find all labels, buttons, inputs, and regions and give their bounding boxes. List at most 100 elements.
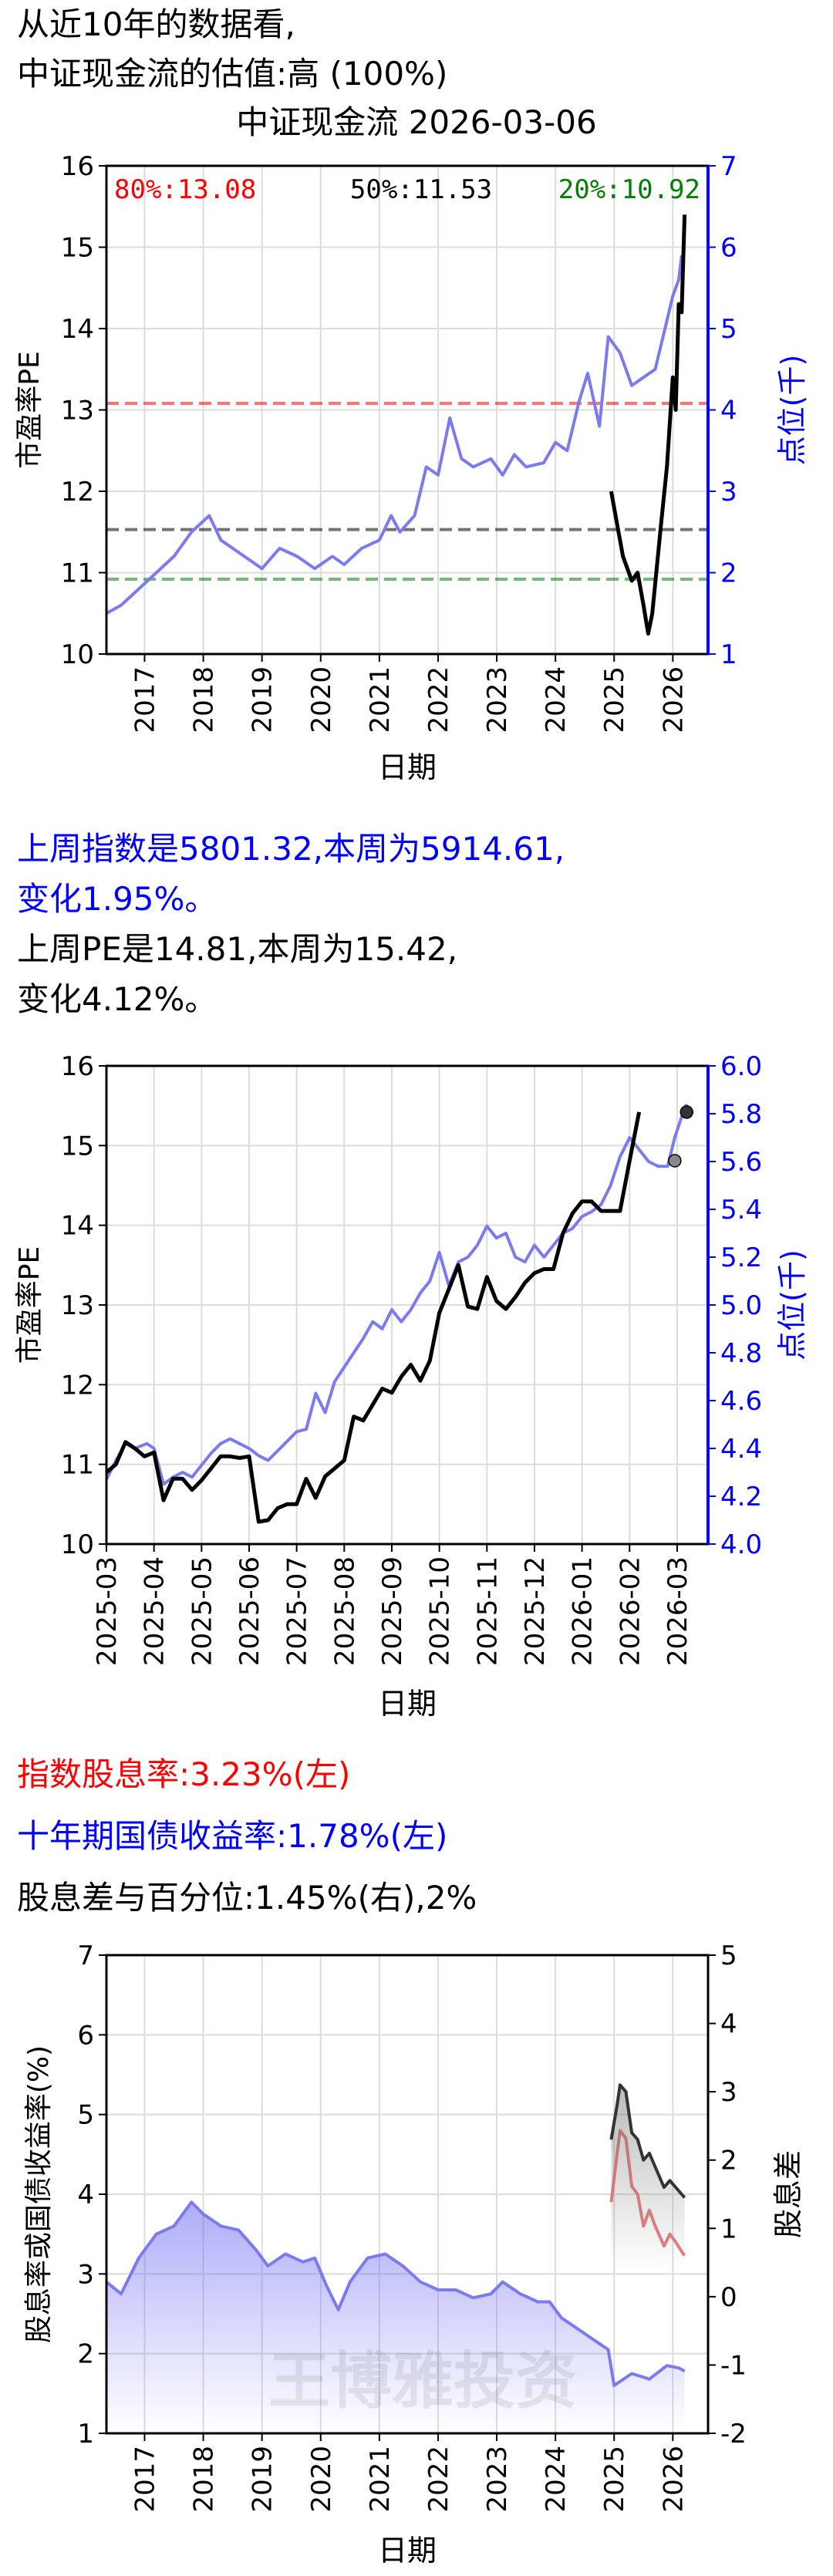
left-tick-label: 6 (77, 2020, 94, 2051)
latest-point-marker (680, 1105, 694, 1119)
left-tick-label: 15 (61, 1131, 94, 1162)
y-axis-label: 股息率或国债收益率(%) (23, 2045, 55, 2343)
left-tick-label: 3 (77, 2259, 94, 2290)
x-tick-label: 2024 (541, 666, 572, 733)
x-tick-label: 2023 (482, 2446, 513, 2513)
x-tick-label: 2026-01 (568, 1556, 599, 1666)
right-tick-label: 7 (720, 151, 737, 182)
x-tick-label: 2022 (423, 666, 454, 733)
left-tick-label: 14 (61, 314, 94, 345)
x-tick-label: 2025-11 (472, 1556, 503, 1666)
x-tick-label: 2018 (189, 2446, 220, 2513)
index-change-line-1: 上周指数是5801.32,本周为5914.61, (17, 830, 565, 868)
x-tick-label: 2020 (306, 666, 337, 733)
right-tick-label: 4.0 (720, 1529, 762, 1560)
x-axis-label: 日期 (378, 1687, 437, 1721)
right-tick-label: 5.8 (720, 1099, 762, 1130)
left-tick-label: 2 (77, 2339, 94, 2370)
x-tick-label: 2024 (541, 2446, 572, 2513)
right-tick-label: 4 (720, 396, 737, 427)
y2-axis-label: 点位(千) (775, 355, 809, 466)
percentile-label: 50%:11.53 (350, 174, 492, 205)
right-tick-label: 3 (720, 2077, 737, 2108)
x-tick-label: 2026-02 (615, 1556, 646, 1666)
bond-yield-area (106, 2202, 685, 2433)
pe-history-chart: 80%:13.08 50%:11.53 20%:10.921011121314151… (14, 151, 809, 784)
x-tick-label: 2021 (365, 2446, 396, 2513)
right-tick-label: 1 (720, 639, 737, 670)
x-axis-label: 日期 (378, 750, 437, 784)
left-tick-label: 12 (61, 477, 94, 507)
right-tick-label: 5.2 (720, 1242, 762, 1273)
left-tick-label: 7 (77, 1940, 94, 1971)
recent-pe-chart: 10 11 12 13 14 15 16 4.0 4.2 4.4 4.6 4.8 5.0 5.2 5.4 5.… (14, 1051, 809, 1721)
left-tick-label: 5 (77, 2100, 94, 2131)
x-tick-label: 2025-08 (329, 1556, 360, 1666)
right-tick-label: 1 (720, 2214, 737, 2244)
right-tick-label: 6.0 (720, 1051, 762, 1082)
left-tick-label: 4 (77, 2180, 94, 2210)
x-tick-label: 2025 (599, 2446, 630, 2513)
x-tick-label: 2026 (658, 2446, 689, 2513)
bond-series-line (105, 2200, 686, 2387)
left-tick-label: 15 (61, 233, 94, 264)
percentile-label: 20%:10.92 (558, 174, 700, 205)
left-tick-label: 13 (61, 396, 94, 427)
x-tick-label: 2017 (130, 666, 160, 733)
x-tick-label: 2026 (658, 666, 689, 733)
right-tick-label: 2 (720, 2146, 737, 2176)
spread-text: 股息差与百分位:1.45%(右),2% (17, 1879, 477, 1917)
x-tick-label: 2025-07 (282, 1556, 313, 1666)
left-tick-label: 11 (61, 1450, 94, 1481)
x-tick-label: 2025-05 (187, 1556, 218, 1666)
header-line-2: 中证现金流的估值:高 (100%) (17, 55, 448, 93)
y2-axis-label: 股息差 (771, 2150, 805, 2238)
header-line-1: 从近10年的数据看, (17, 5, 295, 43)
chart-1-title: 中证现金流 2026-03-06 (236, 103, 597, 141)
left-tick-label: 12 (61, 1370, 94, 1401)
right-tick-label: 5.6 (720, 1147, 762, 1178)
right-tick-label: 6 (720, 233, 737, 264)
left-tick-label: 16 (61, 151, 94, 182)
x-tick-label: 2025-10 (425, 1556, 456, 1666)
right-tick-label: 4.4 (720, 1434, 762, 1465)
pe-change-line-2: 变化4.12%。 (17, 980, 218, 1018)
left-tick-label: 10 (61, 1529, 94, 1560)
x-tick-label: 2025-06 (234, 1556, 265, 1666)
x-tick-label: 2025-04 (140, 1556, 170, 1666)
x-tick-label: 2020 (306, 2446, 337, 2513)
right-tick-label: 4.6 (720, 1386, 762, 1417)
index-series-line (105, 1103, 689, 1486)
x-tick-label: 2025-09 (377, 1556, 408, 1666)
y-axis-label: 市盈率PE (14, 1246, 46, 1364)
watermark-text: 王博雅投资 (268, 2345, 577, 2417)
latest-point-marker (668, 1154, 682, 1168)
left-tick-label: 1 (77, 2419, 94, 2450)
right-tick-label: 4.8 (720, 1338, 762, 1369)
pe-series-line (609, 214, 687, 636)
x-tick-label: 2023 (482, 666, 513, 733)
yield-chart: 王博雅投资 1 2 3 4 5 6 7 -2 -1 0 1 2 3 4 5 2017 2018 2019 2020 20… (23, 1940, 805, 2568)
right-tick-label: 4.2 (720, 1482, 762, 1512)
right-tick-label: 5.0 (720, 1290, 762, 1321)
x-tick-label: 2019 (248, 2446, 278, 2513)
x-axis-label: 日期 (378, 2534, 437, 2568)
spread-series-line (609, 2083, 686, 2199)
x-tick-label: 2025-03 (92, 1556, 123, 1666)
left-tick-label: 13 (61, 1290, 94, 1321)
right-tick-label: 4 (720, 2009, 737, 2040)
x-tick-label: 2022 (423, 2446, 454, 2513)
index-series-line (106, 255, 683, 615)
x-tick-label: 2019 (248, 666, 278, 733)
left-tick-label: 14 (61, 1211, 94, 1242)
index-change-line-2: 变化1.95%。 (17, 880, 218, 918)
right-tick-label: 3 (720, 477, 737, 507)
x-tick-label: 2025 (599, 666, 630, 733)
left-tick-label: 16 (61, 1051, 94, 1082)
right-tick-label: -2 (720, 2419, 747, 2450)
right-tick-label: 5 (720, 314, 737, 345)
bond-yield-text: 十年期国债收益率:1.78%(左) (17, 1817, 448, 1855)
right-tick-label: 0 (720, 2282, 737, 2313)
right-tick-label: -1 (720, 2350, 747, 2381)
x-tick-label: 2017 (130, 2446, 160, 2513)
